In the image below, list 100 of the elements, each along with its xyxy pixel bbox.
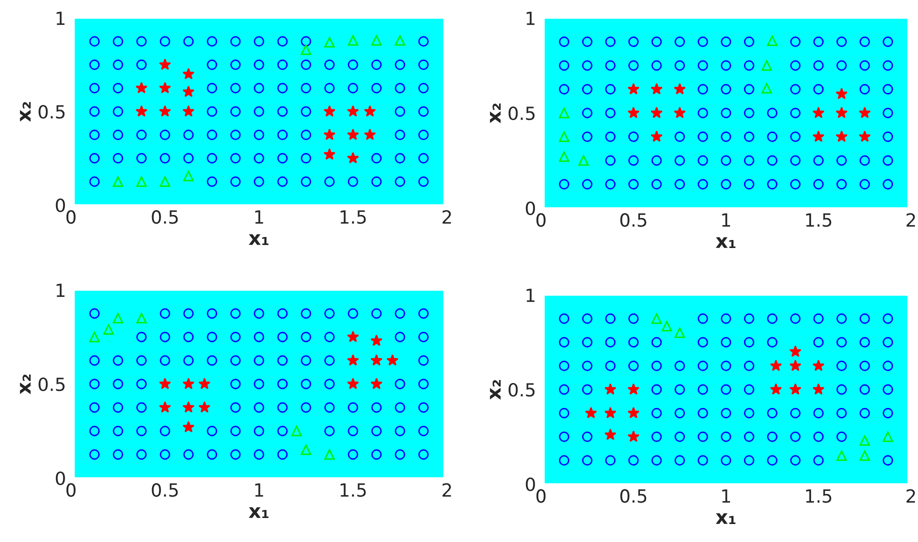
y-axis-title: x₂ <box>20 374 31 394</box>
x-tick-label: 1.5 <box>806 489 832 503</box>
y-tick-label: 1 <box>526 288 534 302</box>
point <box>812 383 824 395</box>
x-tick-label: 0 <box>66 483 76 497</box>
point <box>182 401 194 413</box>
point <box>348 35 358 46</box>
point <box>386 354 398 366</box>
point <box>324 128 336 140</box>
point <box>364 128 376 140</box>
point <box>761 83 772 94</box>
point <box>291 426 302 436</box>
point <box>584 406 597 418</box>
point <box>662 320 672 332</box>
point <box>89 332 100 342</box>
point <box>858 106 871 118</box>
point <box>628 430 640 442</box>
point <box>628 106 640 118</box>
y-axis-title: x₂ <box>490 380 501 400</box>
point <box>650 83 663 94</box>
point <box>651 313 662 324</box>
point <box>789 383 802 395</box>
x-tick-label: 2 <box>906 489 915 503</box>
y-tick-label: 1 <box>56 12 64 25</box>
point <box>159 82 171 94</box>
point <box>300 444 312 456</box>
point <box>558 108 570 118</box>
y-tick-label: 0.5 <box>38 104 65 119</box>
point <box>604 406 616 418</box>
point <box>860 450 870 461</box>
x-axis-title: x₁ <box>248 507 268 518</box>
point <box>182 378 194 390</box>
y-tick-label: 0 <box>56 198 65 212</box>
x-tick-label: 1 <box>722 213 730 227</box>
point <box>347 105 359 117</box>
point <box>650 106 663 118</box>
point <box>674 106 686 118</box>
point <box>836 130 848 142</box>
point <box>136 82 148 94</box>
point <box>812 360 824 372</box>
point <box>604 428 616 440</box>
point <box>112 312 124 324</box>
y-tick-label: 1 <box>526 12 534 25</box>
x-tick-label: 1.5 <box>340 210 366 224</box>
point <box>812 106 824 118</box>
point <box>136 312 147 324</box>
point <box>324 449 335 460</box>
x-tick-label: 0.5 <box>152 210 178 224</box>
x-axis-title: x₁ <box>716 237 736 248</box>
x-tick-label: 1.5 <box>806 213 832 227</box>
y-axis-title: x₂ <box>20 102 31 122</box>
y-axis-title: x₂ <box>490 104 501 124</box>
point <box>812 130 824 142</box>
x-tick-label: 1 <box>255 483 264 497</box>
point <box>371 35 382 46</box>
point <box>159 378 171 390</box>
x-tick-label: 0.5 <box>620 489 646 503</box>
x-tick-label: 0 <box>536 489 546 503</box>
point <box>136 105 148 117</box>
point <box>789 360 802 372</box>
point <box>578 155 589 166</box>
point <box>789 345 802 357</box>
point <box>370 354 382 366</box>
y-tick-label: 0.5 <box>508 382 535 397</box>
point <box>182 420 194 432</box>
x-tick-label: 1 <box>255 210 264 224</box>
x-tick-label: 2 <box>442 210 451 224</box>
point <box>182 68 194 80</box>
point <box>628 383 640 395</box>
point <box>112 176 124 187</box>
point <box>103 324 114 335</box>
point <box>836 106 848 118</box>
point <box>198 401 210 413</box>
point <box>182 105 194 117</box>
point <box>347 354 359 366</box>
point <box>650 130 663 142</box>
point <box>159 401 171 413</box>
point <box>324 148 336 160</box>
x-axis-title: x₁ <box>716 513 736 524</box>
y-tick-label: 0 <box>56 471 65 486</box>
point <box>324 105 336 117</box>
x-tick-label: 1 <box>722 489 730 503</box>
x-tick-label: 1.5 <box>340 483 366 497</box>
point <box>182 86 194 98</box>
point <box>860 435 870 446</box>
y-tick-label: 0.5 <box>38 377 65 392</box>
point <box>347 152 359 164</box>
point <box>159 58 171 70</box>
x-tick-label: 2 <box>442 483 451 497</box>
point <box>300 44 312 55</box>
point <box>836 450 847 461</box>
y-tick-label: 0.5 <box>508 106 535 120</box>
point <box>159 105 171 117</box>
point <box>324 37 335 48</box>
x-tick-label: 0 <box>536 213 546 227</box>
point <box>604 383 616 395</box>
point <box>836 88 848 100</box>
point <box>347 128 359 140</box>
point <box>674 83 686 94</box>
x-tick-label: 0.5 <box>620 213 646 227</box>
